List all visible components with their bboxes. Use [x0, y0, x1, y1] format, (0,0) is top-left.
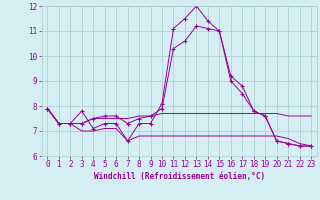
X-axis label: Windchill (Refroidissement éolien,°C): Windchill (Refroidissement éolien,°C): [94, 172, 265, 181]
